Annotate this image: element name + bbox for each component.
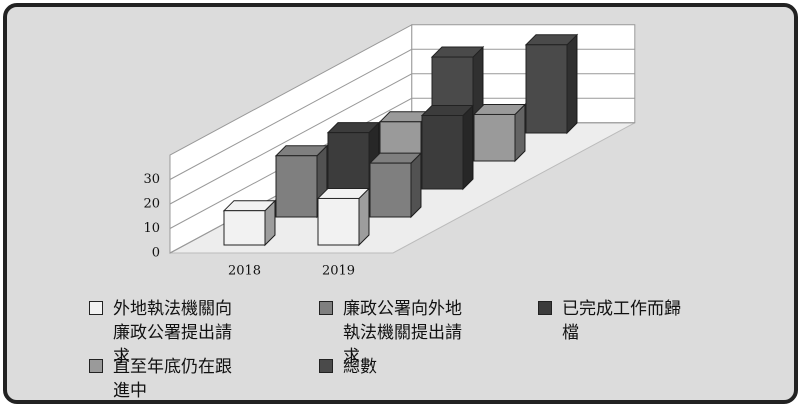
legend-label: 直至年底仍在跟進中	[113, 357, 232, 401]
bar	[316, 187, 371, 247]
y-tick-label: 10	[143, 221, 160, 236]
bar-side-shade	[567, 34, 577, 133]
y-tick-label: 0	[152, 246, 160, 261]
bar-side-shade	[265, 200, 275, 245]
legend-label: 廉政公署向外地執法機關提出請求	[343, 299, 462, 367]
bar-side-shade	[515, 104, 525, 161]
legend-label: 總數	[343, 357, 377, 377]
legend-swatch	[89, 301, 103, 315]
bar-front	[317, 197, 360, 246]
legend-swatch	[538, 301, 552, 315]
legend-item: 直至年底仍在跟進中	[89, 355, 243, 401]
bar-side-shade	[411, 153, 421, 217]
legend-item: 廉政公署向外地執法機關提出請求	[319, 297, 473, 369]
bar	[472, 103, 527, 163]
bar-front	[525, 44, 568, 134]
bar-front	[473, 113, 516, 162]
bar-front	[223, 210, 266, 246]
x-tick-label: 2018	[228, 264, 261, 279]
legend-label: 已完成工作而歸檔	[562, 299, 681, 343]
legend-swatch	[319, 301, 333, 315]
legend-item: 已完成工作而歸檔	[538, 297, 692, 345]
legend-swatch	[319, 359, 333, 373]
legend-swatch	[89, 359, 103, 373]
legend-label: 外地執法機關向廉政公署提出請求	[113, 299, 232, 367]
bar	[222, 199, 277, 247]
x-tick-label: 2019	[322, 264, 355, 279]
legend-item: 外地執法機關向廉政公署提出請求	[89, 297, 243, 369]
y-tick-label: 30	[143, 172, 160, 187]
bar-front	[421, 115, 464, 190]
chart: 0 10 20 30 2018 2019	[143, 23, 636, 279]
y-tick-label: 20	[143, 197, 160, 212]
legend-item: 總數	[319, 355, 473, 379]
bar-side-shade	[463, 105, 473, 189]
bar-side-shade	[359, 188, 369, 245]
bar	[524, 33, 579, 135]
bar	[420, 104, 475, 191]
chart-frame: 0 10 20 30 2018 2019 外地執法機關向廉政公署提出請求 廉政公署向外地執法…	[3, 3, 798, 404]
bar	[368, 151, 423, 219]
bar-front	[275, 155, 318, 218]
bar-front	[369, 162, 412, 218]
bar-front	[327, 132, 370, 190]
